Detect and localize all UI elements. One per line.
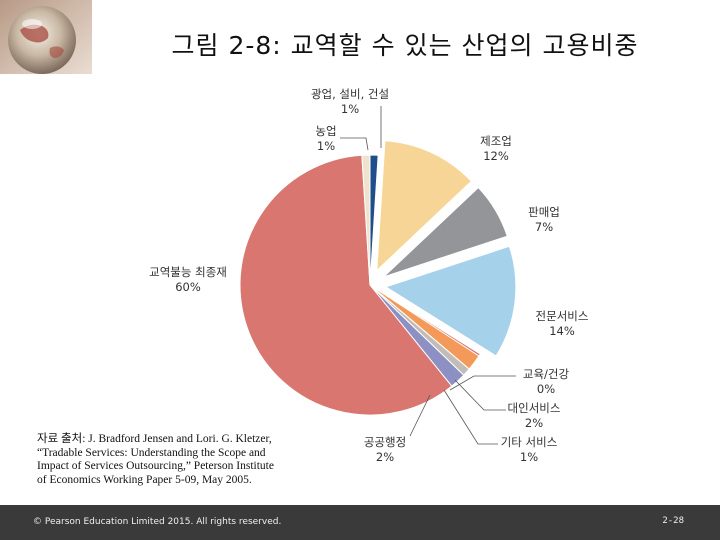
source-line-3: Impact of Services Outsourcing,” Peterso… — [37, 460, 274, 472]
slice-label: 교육/건강 — [523, 367, 570, 381]
pie-slice — [384, 245, 517, 357]
leader-line — [409, 394, 431, 437]
leader-line — [454, 379, 506, 411]
source-line-1: 자료 출처: J. Bradford Jensen and Lori. G. K… — [37, 433, 272, 445]
slice-value-label: 12% — [483, 149, 509, 163]
pie-slice — [361, 154, 371, 286]
slice-value-label: 1% — [520, 450, 538, 464]
slice-value-label: 60% — [175, 280, 201, 294]
pie-slice — [239, 154, 453, 416]
slice-value-label: 0% — [537, 382, 555, 396]
slice-label: 기타 서비스 — [501, 435, 558, 449]
slice-label: 대인서비스 — [508, 401, 561, 415]
slice-label: 제조업 — [480, 134, 512, 148]
source-line-4: of Economics Working Paper 5-09, May 200… — [37, 473, 252, 486]
slice-label: 농업 — [315, 124, 336, 138]
footer-bar: © Pearson Education Limited 2015. All ri… — [0, 505, 720, 540]
pie-slices — [239, 140, 517, 416]
slice-value-label: 1% — [317, 139, 335, 153]
slice-value-label: 2% — [525, 416, 543, 430]
pie-slice — [376, 140, 473, 272]
leader-line — [449, 375, 516, 391]
slice-label: 광업, 설비, 건설 — [311, 87, 389, 101]
slice-value-label: 1% — [341, 102, 359, 116]
source-note: 자료 출처: J. Bradford Jensen and Lori. G. K… — [37, 433, 307, 487]
leader-lines — [340, 106, 516, 445]
slice-label: 판매업 — [528, 205, 560, 219]
slice-value-label: 14% — [549, 324, 575, 338]
page-title: 그림 2-8: 교역할 수 있는 산업의 고용비중 — [171, 31, 639, 60]
slice-value-label: 7% — [535, 220, 553, 234]
slice-label: 전문서비스 — [536, 309, 589, 323]
globe-icon — [0, 0, 92, 74]
copyright-text: © Pearson Education Limited 2015. All ri… — [33, 517, 282, 527]
slice-label: 공공행정 — [364, 435, 406, 449]
source-line-2: “Tradable Services: Understanding the Sc… — [37, 446, 266, 459]
slice-value-label: 2% — [376, 450, 394, 464]
leader-line — [340, 137, 369, 151]
page-number: 2-28 — [662, 516, 684, 526]
pie-slice — [383, 186, 508, 278]
leader-line — [443, 389, 498, 445]
slice-label: 교역불능 최종재 — [149, 265, 227, 279]
